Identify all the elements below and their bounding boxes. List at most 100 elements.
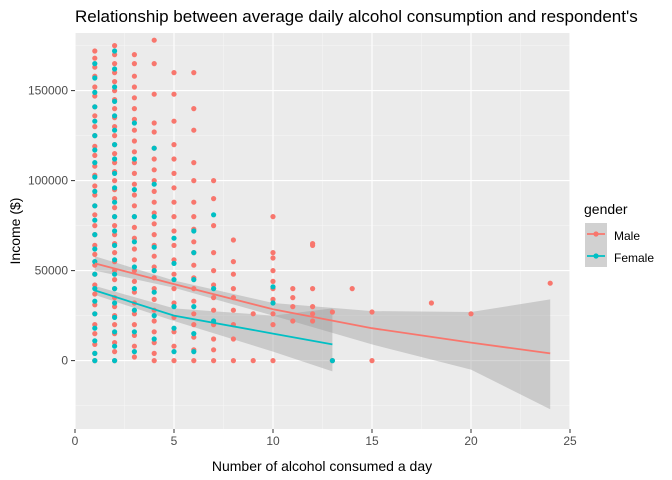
point-female bbox=[112, 200, 117, 205]
point-male bbox=[92, 124, 97, 129]
point-male bbox=[270, 250, 275, 255]
point-female bbox=[211, 212, 216, 217]
point-male bbox=[290, 304, 295, 309]
point-male bbox=[92, 183, 97, 188]
point-male bbox=[429, 300, 434, 305]
point-male bbox=[152, 318, 157, 323]
point-female bbox=[191, 349, 196, 354]
point-male bbox=[369, 309, 374, 314]
point-male bbox=[270, 322, 275, 327]
y-tick-label: 150000 bbox=[28, 84, 68, 98]
point-male bbox=[548, 281, 553, 286]
legend-key-point-female bbox=[593, 253, 598, 258]
point-male bbox=[132, 84, 137, 89]
point-male bbox=[132, 61, 137, 66]
point-female bbox=[132, 120, 137, 125]
point-female bbox=[92, 232, 97, 237]
chart-title: Relationship between average daily alcoh… bbox=[75, 7, 638, 26]
point-male bbox=[152, 297, 157, 302]
point-male bbox=[191, 358, 196, 363]
point-female bbox=[112, 214, 117, 219]
point-male bbox=[231, 272, 236, 277]
x-tick-label: 0 bbox=[72, 434, 79, 448]
point-male bbox=[152, 358, 157, 363]
point-female bbox=[112, 300, 117, 305]
point-male bbox=[191, 311, 196, 316]
point-male bbox=[132, 279, 137, 284]
point-male bbox=[152, 61, 157, 66]
point-male bbox=[92, 223, 97, 228]
point-female bbox=[132, 349, 137, 354]
point-male bbox=[92, 56, 97, 61]
point-female bbox=[171, 277, 176, 282]
point-female bbox=[92, 174, 97, 179]
point-male bbox=[211, 250, 216, 255]
point-female bbox=[92, 75, 97, 80]
point-male bbox=[112, 133, 117, 138]
point-female bbox=[112, 185, 117, 190]
point-male bbox=[92, 252, 97, 257]
point-male bbox=[171, 344, 176, 349]
point-female bbox=[112, 171, 117, 176]
point-male bbox=[152, 38, 157, 43]
point-male bbox=[152, 92, 157, 97]
point-male bbox=[132, 106, 137, 111]
point-male bbox=[152, 167, 157, 172]
legend-keys bbox=[585, 223, 607, 267]
point-female bbox=[132, 286, 137, 291]
point-female bbox=[112, 113, 117, 118]
point-male bbox=[132, 149, 137, 154]
point-female bbox=[171, 261, 176, 266]
point-male bbox=[191, 70, 196, 75]
legend-label-female: Female bbox=[614, 251, 654, 265]
point-female bbox=[92, 218, 97, 223]
point-male bbox=[270, 311, 275, 316]
point-female bbox=[132, 308, 137, 313]
point-male bbox=[152, 221, 157, 226]
point-female bbox=[152, 214, 157, 219]
point-male bbox=[112, 322, 117, 327]
point-male bbox=[152, 329, 157, 334]
point-male bbox=[92, 331, 97, 336]
point-male bbox=[290, 286, 295, 291]
point-female bbox=[112, 243, 117, 248]
point-male bbox=[152, 351, 157, 356]
point-female bbox=[112, 66, 117, 71]
point-female bbox=[112, 84, 117, 89]
point-male bbox=[211, 295, 216, 300]
point-male bbox=[211, 223, 216, 228]
point-female bbox=[92, 272, 97, 277]
legend-label-male: Male bbox=[614, 229, 640, 243]
point-male bbox=[171, 70, 176, 75]
legend-key-point-male bbox=[593, 231, 598, 236]
point-female bbox=[191, 277, 196, 282]
point-male bbox=[270, 279, 275, 284]
point-female bbox=[92, 104, 97, 109]
point-male bbox=[191, 128, 196, 133]
point-male bbox=[171, 228, 176, 233]
point-male bbox=[211, 178, 216, 183]
point-male bbox=[270, 255, 275, 260]
legend: gender Male Female bbox=[584, 201, 654, 267]
point-female bbox=[112, 329, 117, 334]
point-male bbox=[92, 291, 97, 296]
point-male bbox=[112, 205, 117, 210]
point-male bbox=[152, 156, 157, 161]
point-female bbox=[171, 236, 176, 241]
point-female bbox=[92, 133, 97, 138]
point-male bbox=[171, 214, 176, 219]
point-male bbox=[211, 358, 216, 363]
point-male bbox=[191, 106, 196, 111]
point-male bbox=[112, 106, 117, 111]
point-male bbox=[92, 113, 97, 118]
point-male bbox=[112, 178, 117, 183]
point-male bbox=[132, 322, 137, 327]
y-axis-title: Income ($) bbox=[7, 198, 23, 265]
point-male bbox=[132, 74, 137, 79]
x-axis-title: Number of alcohol consumed a day bbox=[212, 458, 432, 474]
point-female bbox=[92, 246, 97, 251]
point-male bbox=[132, 257, 137, 262]
point-male bbox=[171, 185, 176, 190]
x-tick-label: 25 bbox=[563, 434, 577, 448]
